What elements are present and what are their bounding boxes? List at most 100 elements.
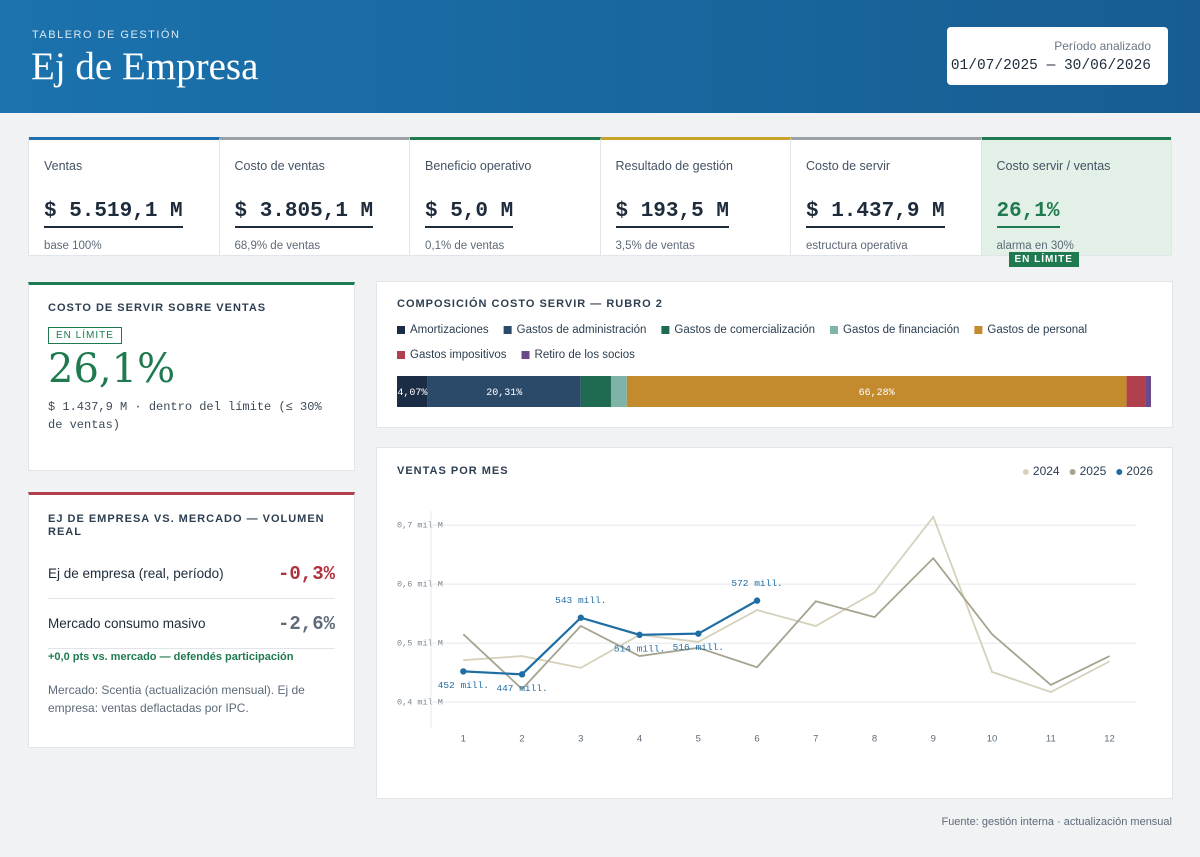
point	[753, 597, 761, 604]
point	[518, 671, 526, 678]
note-text: 0,1% de ventas	[425, 240, 505, 252]
x-tick-label: 7	[813, 734, 818, 745]
big-value: 26,1%	[48, 346, 176, 392]
legend-swatch	[661, 326, 670, 334]
legend-label: Gastos impositivos	[410, 349, 507, 361]
rows: Ej de empresa (real, período) -0,3% Mercad…	[48, 549, 335, 649]
line-series	[463, 515, 1110, 694]
market-row: Ej de empresa (real, período) -0,3%	[48, 549, 335, 599]
legend-label: 2026	[1126, 464, 1153, 478]
point	[636, 631, 643, 639]
title: Ej de Empresa	[31, 45, 259, 88]
point-label: 514 mill.	[614, 643, 665, 654]
y-tick-label: 0,5 mil M	[397, 638, 443, 648]
x-tick-label: 12	[1104, 734, 1115, 745]
legend-label: Amortizaciones	[410, 324, 489, 336]
eyebrow: TABLERO DE GESTIÓN	[32, 29, 181, 41]
row-label: Ej de empresa (real, período)	[48, 566, 224, 581]
chart-title: VENTAS POR MES	[397, 465, 509, 477]
bar-segment	[397, 376, 428, 407]
x-tick-label: 10	[987, 734, 998, 745]
bar-segment	[610, 376, 627, 407]
cost-card: COSTO DE SERVIR SOBRE VENTAS EN LÍMITE 2…	[28, 282, 355, 471]
bar-segment	[626, 376, 1127, 407]
kpi-note: 0,1% de ventas	[425, 240, 585, 252]
y-tick-label: 0,6 mil M	[397, 579, 443, 589]
note-text: estructura operativa	[806, 240, 908, 252]
point-label: 447 mill.	[496, 683, 547, 694]
badge: EN LÍMITE	[1008, 252, 1079, 267]
kpi: Costo de ventas $ 3.805,1 M 68,9% de venta…	[219, 137, 410, 255]
legend-swatch	[397, 351, 405, 359]
legend-swatch	[397, 326, 405, 334]
point-label: 572 mill.	[731, 578, 782, 589]
point-label: 543 mill.	[555, 595, 606, 606]
kpi-row: Ventas $ 5.519,1 M base 100% Costo de venta…	[28, 137, 1172, 267]
kpi-value: $ 1.437,9 M	[806, 200, 945, 228]
sales-card: VENTAS POR MES 2026 2025 2024 0,4 mil M 0,5 m…	[376, 447, 1173, 799]
kpi-note: 3,5% de ventas	[616, 240, 776, 252]
x-tick-label: 9	[931, 734, 936, 745]
kpi-note: estructura operativa	[806, 240, 966, 252]
kpi-value: 26,1%	[996, 200, 1060, 228]
kpi-label: Costo servir / ventas	[996, 159, 1111, 173]
kpi-label: Beneficio operativo	[425, 159, 532, 173]
kpi-value: $ 193,5 M	[615, 200, 729, 228]
market-row: Mercado consumo masivo -2,6%	[48, 599, 335, 649]
note: $ 1.437,9 M · dentro del límite (≤ 30% d…	[48, 400, 322, 432]
x-tick-label: 4	[637, 734, 642, 745]
legend-label: Gastos de comercialización	[674, 324, 815, 336]
note: Mercado: Scentia (actualización mensual)…	[48, 683, 305, 715]
period: 01/07/2025 — 30/06/2026	[950, 58, 1151, 74]
x-tick-label: 5	[696, 734, 701, 745]
x-tick-label: 11	[1046, 734, 1056, 745]
kpi-note: base 100%	[44, 240, 204, 252]
legend-swatch	[521, 351, 530, 359]
card-title: EJ DE EMPRESA VS. MERCADO — VOLUMEN REAL	[48, 513, 325, 538]
legend-label: Gastos de financiación	[843, 324, 959, 336]
segment-label: 20,31%	[486, 388, 522, 399]
legend-label: Retiro de los socios	[535, 349, 636, 361]
period-box: Período analizado 01/07/2025 — 30/06/202…	[947, 27, 1168, 85]
x-tick-label: 1	[461, 734, 466, 745]
kpi-value: $ 5.519,1 M	[44, 200, 183, 228]
kpi-note: 68,9% de ventas	[235, 240, 395, 252]
kpi: Costo servir / ventas 26,1% alarma en 30%E…	[981, 137, 1171, 267]
point	[695, 630, 702, 637]
legend-dot	[1022, 469, 1029, 475]
row-value: -0,3%	[277, 562, 335, 585]
line-series	[463, 599, 758, 676]
kpi-note: alarma en 30%EN LÍMITE	[997, 240, 1157, 267]
header: TABLERO DE GESTIÓN Ej de Empresa Período…	[0, 0, 1200, 113]
composition-card: COMPOSICIÓN COSTO SERVIR — RUBRO 2 Amorti…	[376, 281, 1173, 428]
segment-label: 4,07%	[397, 388, 427, 399]
note-text: 68,9% de ventas	[234, 240, 321, 252]
card-title: COSTO DE SERVIR SOBRE VENTAS	[48, 302, 267, 314]
badge: EN LÍMITE	[48, 327, 122, 344]
legend-swatch	[503, 326, 512, 334]
legend-label: Gastos de personal	[987, 324, 1087, 336]
composition-chart: COMPOSICIÓN COSTO SERVIR — RUBRO 2 Amorti…	[397, 297, 1151, 407]
y-tick-label: 0,7 mil M	[397, 520, 443, 530]
x-tick-label: 6	[754, 734, 759, 745]
legend-dot	[1116, 469, 1123, 475]
delta: +0,0 pts vs. mercado — defendés particip…	[48, 651, 294, 663]
segment-label: 66,28%	[859, 388, 895, 399]
line-series	[462, 556, 1110, 691]
market-card: EJ DE EMPRESA VS. MERCADO — VOLUMEN REAL…	[28, 492, 355, 748]
kpi: Ventas $ 5.519,1 M base 100%	[29, 137, 220, 255]
point	[577, 614, 585, 621]
y-tick-label: 0,4 mil M	[397, 697, 443, 707]
x-tick-label: 2	[519, 734, 524, 745]
legend-dot	[1069, 469, 1076, 475]
bar-segment	[1126, 376, 1146, 407]
kpi-label: Costo de ventas	[234, 159, 325, 173]
legend-label: 2024	[1033, 464, 1060, 478]
row-label: Mercado consumo masivo	[48, 616, 206, 631]
kpi-label: Resultado de gestión	[615, 159, 733, 173]
kpi-label: Ventas	[44, 159, 83, 173]
bar-segment	[1145, 376, 1151, 407]
legend-swatch	[974, 326, 983, 334]
footer: Fuente: gestión interna · actualización …	[941, 816, 1172, 828]
